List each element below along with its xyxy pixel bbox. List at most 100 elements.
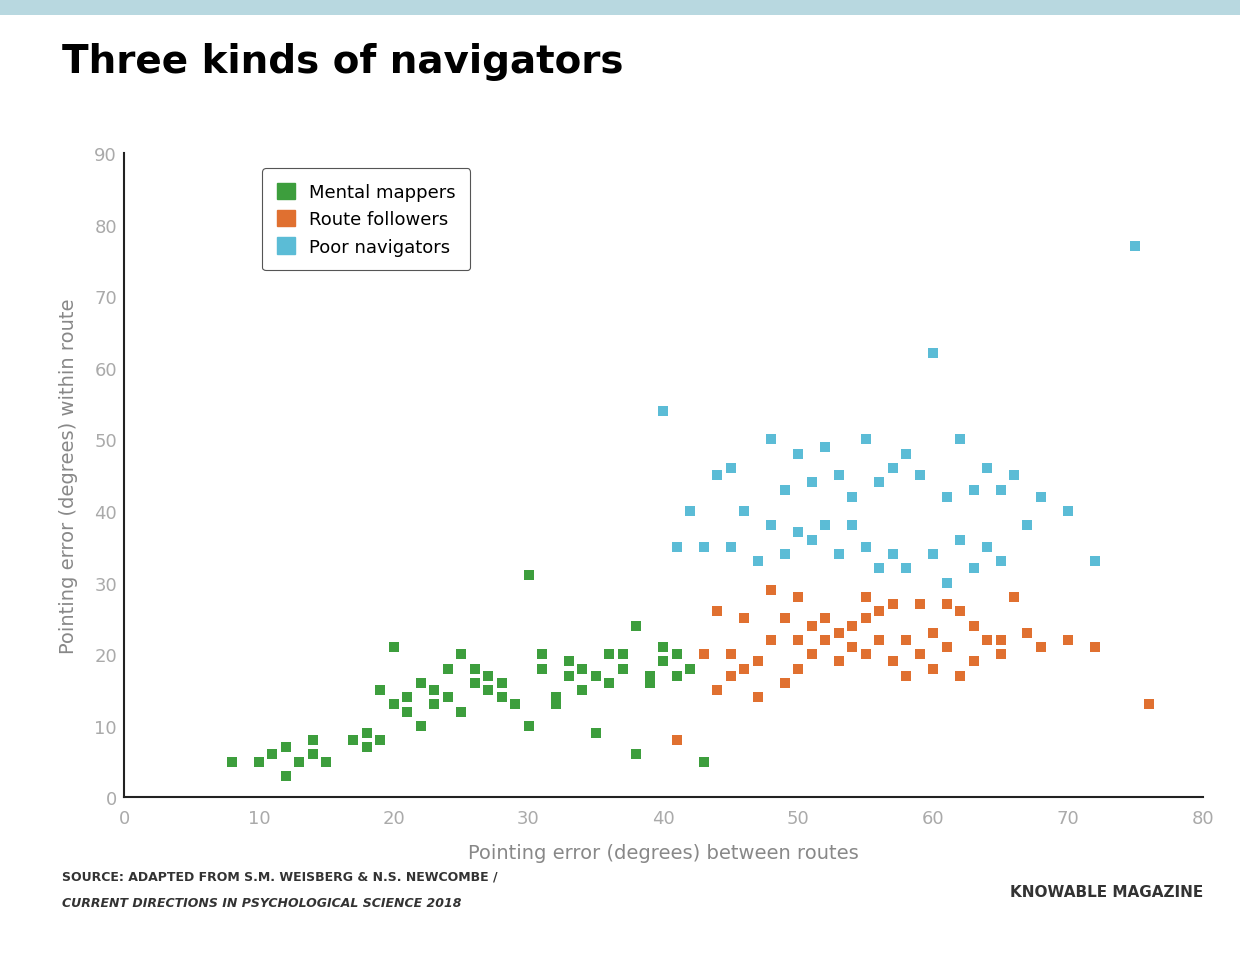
Point: [856, 611, 875, 627]
Point: [816, 439, 836, 455]
Point: [438, 690, 458, 705]
Point: [789, 590, 808, 605]
Point: [1018, 518, 1038, 533]
Point: [720, 539, 740, 554]
Point: [923, 626, 942, 641]
Point: [748, 554, 768, 569]
Point: [977, 632, 997, 648]
Point: [950, 668, 970, 683]
Point: [263, 747, 283, 762]
Point: [410, 719, 430, 734]
Point: [613, 647, 632, 662]
Point: [842, 489, 862, 505]
Point: [950, 604, 970, 619]
Point: [923, 346, 942, 361]
Point: [936, 597, 956, 612]
Point: [828, 626, 848, 641]
Point: [640, 668, 660, 683]
Point: [761, 632, 781, 648]
Point: [465, 676, 485, 691]
Point: [856, 539, 875, 554]
Point: [559, 654, 579, 670]
Point: [775, 547, 795, 562]
Point: [410, 676, 430, 691]
Point: [991, 554, 1011, 569]
Point: [720, 461, 740, 477]
Point: [438, 661, 458, 677]
Point: [734, 611, 754, 627]
Point: [720, 668, 740, 683]
Point: [734, 661, 754, 677]
Point: [977, 539, 997, 554]
Point: [883, 597, 903, 612]
Point: [761, 518, 781, 533]
Point: [775, 482, 795, 498]
Text: KNOWABLE MAGAZINE: KNOWABLE MAGAZINE: [1009, 884, 1203, 899]
Point: [748, 690, 768, 705]
Point: [316, 754, 336, 770]
Point: [451, 704, 471, 720]
Point: [626, 618, 646, 633]
Point: [667, 539, 687, 554]
Point: [289, 754, 309, 770]
Point: [397, 690, 417, 705]
Point: [897, 447, 916, 462]
Point: [802, 618, 822, 633]
Point: [883, 547, 903, 562]
Point: [842, 618, 862, 633]
Legend: Mental mappers, Route followers, Poor navigators: Mental mappers, Route followers, Poor na…: [263, 169, 470, 271]
Point: [761, 432, 781, 448]
Point: [694, 754, 714, 770]
Point: [963, 654, 983, 670]
Point: [842, 640, 862, 655]
Point: [856, 432, 875, 448]
Point: [936, 489, 956, 505]
Point: [775, 611, 795, 627]
Point: [653, 404, 673, 419]
Point: [371, 682, 391, 698]
Point: [384, 640, 404, 655]
Point: [424, 697, 444, 712]
Point: [275, 740, 295, 755]
Point: [667, 732, 687, 748]
Point: [963, 561, 983, 577]
Point: [828, 547, 848, 562]
Point: [789, 447, 808, 462]
Point: [573, 682, 593, 698]
Point: [518, 568, 538, 583]
Point: [897, 561, 916, 577]
Point: [613, 661, 632, 677]
Point: [883, 654, 903, 670]
Point: [465, 661, 485, 677]
Point: [357, 740, 377, 755]
Point: [532, 647, 552, 662]
Point: [991, 482, 1011, 498]
Point: [479, 682, 498, 698]
Point: [734, 504, 754, 519]
Point: [532, 661, 552, 677]
Point: [653, 654, 673, 670]
Point: [991, 632, 1011, 648]
Point: [546, 697, 565, 712]
Point: [479, 668, 498, 683]
Point: [828, 468, 848, 483]
Point: [950, 532, 970, 548]
Point: [1085, 640, 1105, 655]
Point: [667, 668, 687, 683]
Point: [775, 676, 795, 691]
Point: [518, 719, 538, 734]
Point: [802, 647, 822, 662]
Point: [910, 597, 930, 612]
Point: [1058, 504, 1078, 519]
Point: [963, 482, 983, 498]
Point: [587, 726, 606, 741]
Point: [249, 754, 269, 770]
Point: [963, 618, 983, 633]
Point: [936, 576, 956, 591]
Y-axis label: Pointing error (degrees) within route: Pointing error (degrees) within route: [58, 298, 78, 653]
Text: Three kinds of navigators: Three kinds of navigators: [62, 43, 624, 82]
Point: [977, 461, 997, 477]
Point: [707, 682, 727, 698]
Point: [842, 518, 862, 533]
Point: [384, 697, 404, 712]
